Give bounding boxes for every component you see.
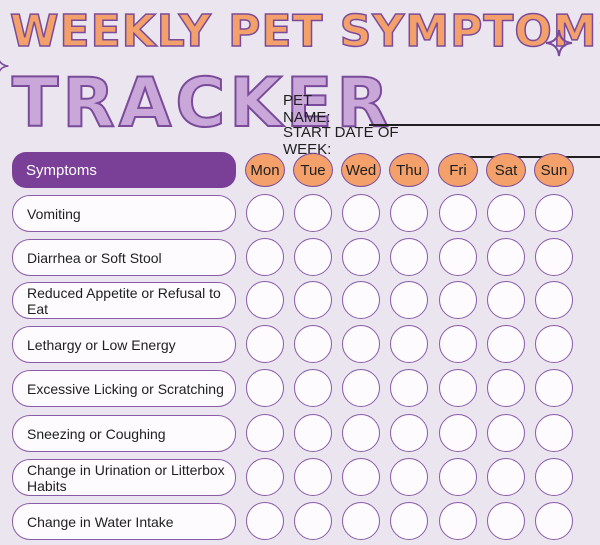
symptom-checkbox-wed[interactable] [342,325,380,363]
day-header-wed: Wed [341,153,381,187]
symptom-checkbox-sat[interactable] [487,414,525,452]
symptom-label: Sneezing or Coughing [12,415,236,452]
symptom-checkbox-tue[interactable] [294,458,332,496]
symptom-checkbox-wed[interactable] [342,458,380,496]
symptom-checkbox-thu[interactable] [390,414,428,452]
symptom-checkbox-fri[interactable] [439,194,477,232]
symptom-checkbox-fri[interactable] [439,414,477,452]
symptom-checkbox-sat[interactable] [487,194,525,232]
day-header-sun: Sun [534,153,574,187]
symptom-checkbox-wed[interactable] [342,369,380,407]
symptom-checkbox-sun[interactable] [535,369,573,407]
symptom-checkbox-sun[interactable] [535,502,573,540]
title-weekly-pet-symptoms: WEEKLY PET SYMPTOMS [9,5,600,58]
symptom-checkbox-fri[interactable] [439,281,477,319]
pet-name-label: PET NAME: [283,92,331,126]
pet-name-line[interactable] [369,112,600,126]
symptom-label: Lethargy or Low Energy [12,326,236,363]
symptom-checkbox-fri[interactable] [439,238,477,276]
symptom-checkbox-sun[interactable] [535,194,573,232]
start-date-line[interactable] [452,144,600,158]
symptom-checkbox-thu[interactable] [390,238,428,276]
symptom-checkbox-sat[interactable] [487,281,525,319]
symptom-checkbox-wed[interactable] [342,414,380,452]
symptom-checkbox-thu[interactable] [390,502,428,540]
symptom-checkbox-wed[interactable] [342,281,380,319]
pet-name-field[interactable]: PET NAME: [283,92,600,126]
symptom-checkbox-sat[interactable] [487,325,525,363]
symptom-label: Change in Water Intake [12,503,236,540]
symptom-checkbox-wed[interactable] [342,194,380,232]
day-header-tue: Tue [293,153,333,187]
symptom-checkbox-thu[interactable] [390,458,428,496]
symptom-checkbox-mon[interactable] [246,502,284,540]
symptom-checkbox-sat[interactable] [487,238,525,276]
symptom-checkbox-wed[interactable] [342,502,380,540]
symptom-checkbox-fri[interactable] [439,369,477,407]
symptom-checkbox-sun[interactable] [535,414,573,452]
day-header-thu: Thu [389,153,429,187]
symptom-checkbox-tue[interactable] [294,502,332,540]
symptom-checkbox-thu[interactable] [390,369,428,407]
day-header-mon: Mon [245,153,285,187]
sparkle-icon [0,60,9,72]
title-tracker: TRACKER [11,63,393,144]
symptom-checkbox-mon[interactable] [246,194,284,232]
symptom-checkbox-tue[interactable] [294,238,332,276]
symptom-checkbox-sun[interactable] [535,238,573,276]
symptom-checkbox-tue[interactable] [294,325,332,363]
symptom-checkbox-sun[interactable] [535,281,573,319]
symptom-checkbox-sun[interactable] [535,458,573,496]
symptom-checkbox-wed[interactable] [342,238,380,276]
symptom-checkbox-mon[interactable] [246,369,284,407]
symptom-checkbox-mon[interactable] [246,325,284,363]
symptom-checkbox-sun[interactable] [535,325,573,363]
symptom-label: Vomiting [12,195,236,232]
symptom-checkbox-mon[interactable] [246,281,284,319]
sparkle-icon [545,29,573,57]
symptom-checkbox-fri[interactable] [439,502,477,540]
symptom-checkbox-tue[interactable] [294,414,332,452]
symptom-label: Change in Urination or Litterbox Habits [12,459,236,496]
symptom-checkbox-mon[interactable] [246,238,284,276]
symptoms-header: Symptoms [12,152,236,188]
symptom-checkbox-tue[interactable] [294,369,332,407]
symptom-label: Excessive Licking or Scratching [12,370,236,407]
symptom-checkbox-thu[interactable] [390,325,428,363]
symptom-checkbox-fri[interactable] [439,458,477,496]
symptom-checkbox-tue[interactable] [294,281,332,319]
symptom-checkbox-sat[interactable] [487,458,525,496]
symptom-checkbox-fri[interactable] [439,325,477,363]
symptom-checkbox-thu[interactable] [390,281,428,319]
symptoms-header-label: Symptoms [26,161,97,179]
symptom-checkbox-sat[interactable] [487,369,525,407]
symptom-checkbox-thu[interactable] [390,194,428,232]
symptom-checkbox-mon[interactable] [246,458,284,496]
symptom-checkbox-sat[interactable] [487,502,525,540]
day-header-sat: Sat [486,153,526,187]
symptom-checkbox-mon[interactable] [246,414,284,452]
symptom-label: Reduced Appetite or Refusal to Eat [12,282,236,319]
symptom-label: Diarrhea or Soft Stool [12,239,236,276]
day-header-fri: Fri [438,153,478,187]
symptom-checkbox-tue[interactable] [294,194,332,232]
